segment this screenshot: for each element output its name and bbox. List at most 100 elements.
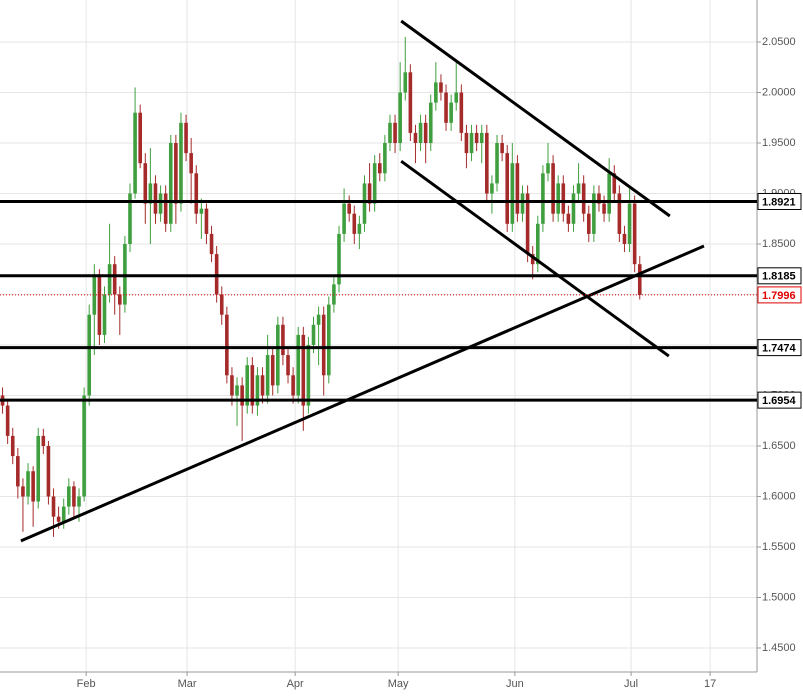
candle-body	[255, 375, 260, 406]
candle-body	[107, 264, 112, 295]
candle-body	[530, 254, 535, 265]
candle-body	[51, 496, 56, 517]
level-label-box	[757, 391, 802, 409]
y-tick-label: 1.6500	[762, 440, 796, 452]
candle-body	[449, 102, 453, 123]
candle-body	[490, 183, 494, 194]
candle-body	[464, 132, 469, 154]
candle-body	[168, 143, 173, 224]
candle-body	[617, 193, 622, 234]
level-label-box	[757, 339, 802, 357]
candle-body	[525, 193, 530, 255]
candle-body	[556, 183, 560, 214]
candle-body	[148, 183, 153, 204]
candle-body	[82, 395, 86, 497]
candle-body	[439, 82, 443, 93]
candle-body	[16, 456, 20, 487]
candle-body	[260, 375, 265, 396]
candle-body	[36, 435, 41, 502]
x-tick-label: May	[388, 678, 409, 690]
candle-body	[536, 223, 540, 265]
last-price-label: 1.7996	[762, 290, 796, 302]
candle-body	[418, 122, 423, 144]
x-tick-label: Feb	[77, 678, 96, 690]
candle-body	[138, 112, 142, 164]
candle-body	[225, 314, 229, 376]
candle-body	[306, 344, 311, 406]
candle-body	[26, 471, 30, 497]
trend-line	[20, 244, 705, 543]
candle-body	[235, 385, 239, 396]
candle-body	[423, 122, 428, 144]
candle-body	[326, 304, 331, 376]
candle-body	[250, 365, 255, 406]
level-label: 1.8921	[762, 196, 796, 208]
candle-body	[515, 163, 520, 214]
candle-body	[153, 183, 158, 214]
candle-body	[189, 153, 193, 174]
x-tick-label: Jun	[506, 678, 524, 690]
last-price-box	[757, 286, 802, 304]
candle-body	[505, 153, 510, 224]
candle-body	[586, 213, 591, 234]
level-label: 1.7474	[762, 343, 797, 355]
candle-body	[56, 516, 61, 522]
candle-body	[520, 193, 525, 214]
y-tick-label: 1.5500	[762, 541, 796, 553]
candle-body	[230, 375, 234, 396]
candle-body	[46, 445, 51, 497]
candle-body	[311, 324, 316, 345]
candle-body	[204, 208, 209, 234]
candle-body	[541, 173, 545, 224]
candle-body	[627, 203, 632, 244]
candle-body	[357, 223, 362, 234]
candle-body	[72, 486, 76, 507]
candle-body	[602, 203, 606, 214]
candle-body	[495, 143, 499, 184]
candle-body	[245, 365, 250, 406]
candle-body	[398, 92, 402, 144]
candle-body	[393, 122, 397, 144]
candle-body	[459, 92, 464, 133]
candle-body	[301, 334, 306, 406]
candle-body	[347, 203, 351, 214]
level-label-box	[757, 267, 802, 285]
candle-body	[377, 163, 382, 174]
candle-body	[87, 314, 92, 396]
candle-body	[408, 72, 413, 133]
candle-body	[413, 132, 418, 144]
candle-body	[479, 132, 484, 144]
candle-body	[474, 132, 479, 144]
candle-body	[92, 274, 97, 315]
candle-body	[316, 314, 321, 325]
candle-body	[123, 243, 127, 305]
candle-body	[337, 233, 341, 285]
candle-body	[434, 82, 438, 103]
candle-body	[342, 203, 346, 234]
y-tick-label: 1.8500	[762, 238, 796, 250]
candle-body	[281, 324, 285, 356]
candle-body	[240, 385, 244, 406]
candle-body	[607, 173, 611, 214]
candle-body	[383, 143, 387, 174]
candle-body	[546, 163, 550, 174]
candle-body	[184, 122, 188, 154]
x-tick-label: Apr	[287, 678, 304, 690]
candle-body	[597, 193, 601, 204]
candle-body	[592, 193, 596, 234]
x-tick-label: Jul	[624, 678, 638, 690]
level-label-box	[757, 192, 802, 210]
candle-body	[321, 314, 326, 376]
candle-body	[158, 193, 163, 214]
candle-body	[209, 233, 214, 255]
y-tick-label: 1.5000	[762, 591, 796, 603]
candle-body	[428, 102, 433, 144]
candle-body	[112, 264, 117, 295]
candle-body	[454, 92, 459, 103]
candle-body	[372, 163, 377, 204]
candle-body	[576, 183, 581, 194]
candle-body	[194, 173, 199, 214]
candle-body	[31, 471, 35, 502]
x-tick-label: 17	[704, 678, 716, 690]
y-tick-label: 1.4500	[762, 642, 796, 654]
